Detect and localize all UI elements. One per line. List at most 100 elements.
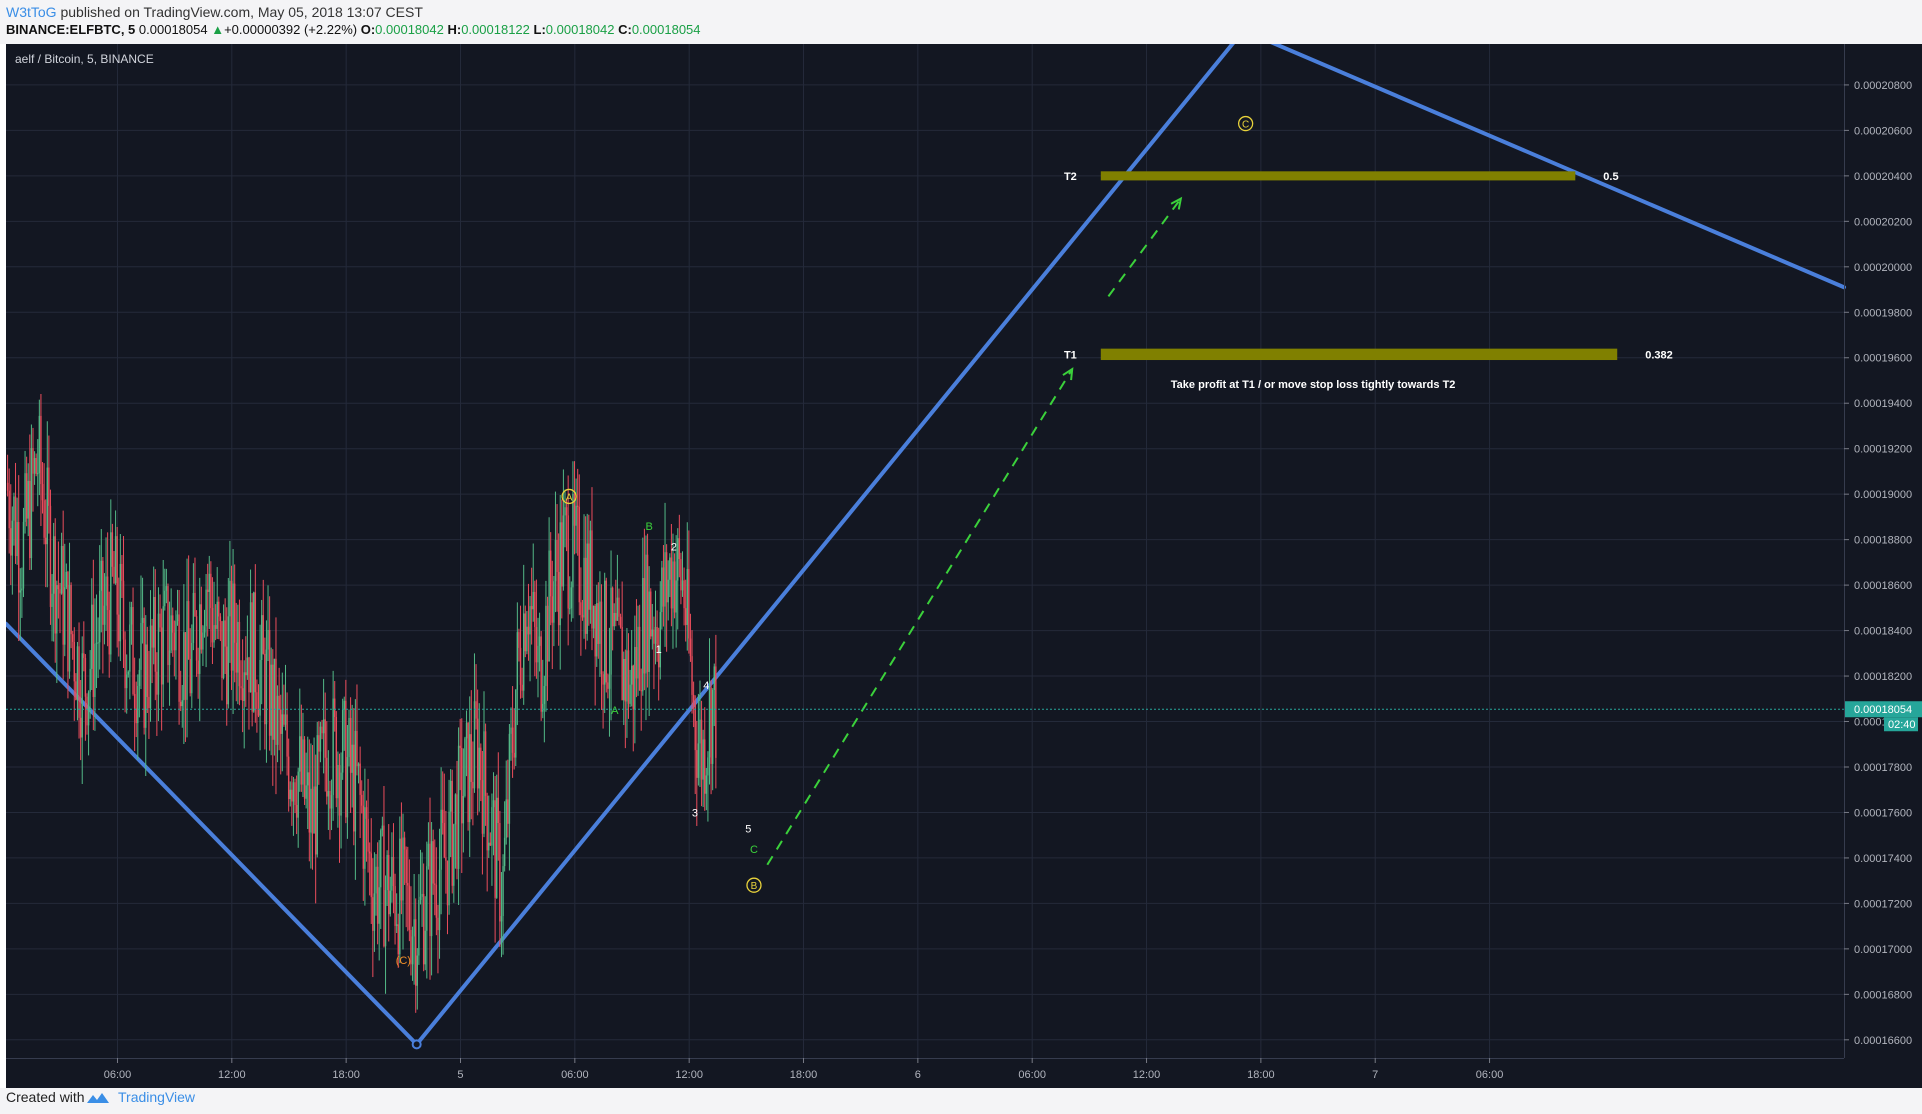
price-tick-label: 0.00017800 (1854, 762, 1912, 774)
candle-body (361, 794, 363, 806)
wave-label[interactable]: B (751, 881, 758, 892)
candle-body (200, 604, 203, 650)
candle-body (165, 586, 168, 591)
candle-body (168, 650, 171, 666)
candle-body (11, 520, 14, 556)
candle-body (10, 528, 12, 556)
candle-body (308, 772, 311, 833)
chart-area[interactable]: T2 0.5 T1 0.382 A B C (C) B A C 1 2 3 4 5 0.00020800 0.… (4, 37, 1922, 1088)
candle-body (46, 467, 48, 545)
candle-body (248, 657, 250, 693)
wave-label[interactable]: C (1242, 120, 1249, 131)
candle-body (657, 652, 660, 668)
time-axis[interactable]: 06:00 12:00 18:00 5 06:00 12:00 18:00 6 06:00 12:… (104, 1058, 1504, 1081)
tradingview-logo-icon[interactable] (86, 1090, 110, 1106)
candle-body (356, 730, 358, 767)
low-label: L: (533, 22, 546, 37)
candle-body (354, 730, 357, 832)
projection-arrows[interactable] (766, 196, 1183, 866)
high-value: 0.00018122 (461, 22, 530, 37)
chart-header (0, 0, 1922, 44)
projection-line[interactable] (1107, 198, 1182, 297)
candle-body (100, 560, 102, 591)
candle-body (711, 689, 714, 764)
wave-label[interactable]: A (566, 492, 573, 503)
candle-body (259, 660, 261, 716)
candle-body (289, 789, 291, 800)
candle-body (542, 703, 544, 712)
candle-body (669, 557, 671, 580)
wave-label[interactable]: C (750, 844, 758, 856)
wave-label[interactable]: 4 (703, 680, 709, 692)
candle-body (705, 775, 708, 794)
candle-body (8, 490, 10, 529)
tradingview-link[interactable]: TradingView (118, 1089, 196, 1105)
candle-body (478, 747, 480, 789)
candle-body (297, 771, 299, 818)
wave-circle-icon (1237, 115, 1254, 132)
candle-body (704, 739, 706, 794)
candle-body (699, 719, 701, 744)
wave-label[interactable]: 2 (671, 541, 677, 553)
wave-annotations[interactable]: A B C (C) B A C 1 2 3 4 5 (396, 115, 1254, 968)
price-tick-label: 0.00020200 (1854, 216, 1912, 228)
candle-body (523, 613, 525, 691)
candle-body (176, 614, 179, 622)
candle-body (486, 795, 488, 851)
candle-body (443, 822, 445, 858)
candle-body (273, 658, 276, 740)
candle-body (103, 605, 106, 625)
candle-body (191, 642, 193, 694)
wave-label[interactable]: (C) (396, 955, 411, 967)
candle-body (51, 593, 53, 607)
price-tick-label: 0.00019600 (1854, 353, 1912, 365)
wave-label[interactable]: 1 (656, 644, 662, 656)
candle-body (121, 563, 123, 581)
candle-body (78, 646, 80, 718)
candle-body (426, 866, 428, 931)
candle-body (249, 602, 252, 693)
wave-label[interactable]: 5 (745, 823, 751, 835)
candle-body (546, 605, 549, 662)
candle-body (683, 580, 685, 609)
wave-label[interactable]: A (611, 705, 619, 717)
target-zone-level: 0.5 (1603, 171, 1618, 183)
price-chart[interactable]: T2 0.5T1 0.382 A B C (C) B A C 1 2 3 4 5 0.000208000.… (4, 37, 1922, 1088)
candle-body (299, 736, 301, 772)
candle-body (318, 735, 320, 752)
candle-body (459, 745, 461, 748)
author-link[interactable]: W3tToG (6, 4, 57, 20)
candle-body (195, 616, 198, 661)
candle-body (591, 530, 593, 629)
open-value: 0.00018042 (375, 22, 444, 37)
target-zone-band[interactable] (1100, 171, 1576, 181)
trendline[interactable] (1262, 37, 1846, 290)
candle-body (421, 893, 423, 897)
candle-body (286, 714, 288, 757)
wave-label[interactable]: 3 (692, 807, 698, 819)
candle-body (556, 540, 558, 573)
candle-body (98, 590, 101, 643)
candle-body (292, 782, 295, 802)
candle-body (221, 621, 223, 678)
candle-body (583, 557, 585, 618)
projection-line[interactable] (766, 368, 1074, 866)
target-zone-band[interactable] (1100, 348, 1618, 361)
candle-body (572, 493, 574, 588)
candle-body (92, 604, 95, 698)
candle-body (291, 789, 293, 802)
candle-body (437, 917, 439, 931)
candle-body (40, 415, 42, 485)
candle-body (362, 805, 365, 869)
trendline[interactable] (414, 37, 1239, 1047)
candle-body (488, 842, 490, 851)
trendline-anchor-icon[interactable] (411, 1039, 422, 1050)
candle-body (329, 791, 331, 809)
wave-label[interactable]: B (645, 521, 652, 533)
candle-body (64, 587, 66, 645)
price-axis[interactable]: 0.00020800 0.00020600 0.00020400 0.00020200… (1844, 80, 1912, 1047)
target-zones[interactable]: T2 0.5 T1 0.382 (1064, 171, 1673, 361)
arrowhead-icon (1170, 196, 1183, 210)
candle-body (503, 837, 506, 867)
candle-body (378, 887, 380, 924)
